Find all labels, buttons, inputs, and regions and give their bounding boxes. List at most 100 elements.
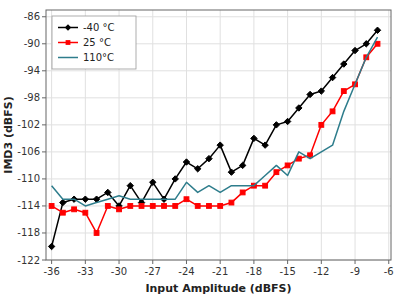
marker: [375, 41, 380, 46]
marker: [195, 204, 200, 209]
legend-label: 110°C: [83, 52, 114, 63]
grid: [46, 10, 391, 260]
y-tick-label: -122: [17, 255, 40, 266]
marker: [150, 204, 155, 209]
marker: [228, 169, 234, 175]
x-tick: [186, 260, 187, 264]
x-tick: [119, 260, 120, 264]
x-tick: [287, 260, 288, 264]
marker: [363, 41, 369, 47]
x-tick: [388, 260, 389, 264]
x-tick: [355, 260, 356, 264]
marker: [285, 163, 290, 168]
y-grid-line: [46, 178, 391, 179]
y-tick: [42, 232, 46, 233]
x-tick-label: -30: [111, 266, 127, 277]
marker: [94, 231, 99, 236]
marker: [263, 183, 268, 188]
y-tick: [42, 151, 46, 152]
x-tick: [51, 260, 52, 264]
marker: [48, 243, 54, 249]
marker: [150, 179, 156, 185]
marker: [341, 61, 347, 67]
marker: [274, 170, 279, 175]
x-grid-line: [152, 10, 153, 260]
marker: [60, 210, 65, 215]
y-tick: [42, 70, 46, 71]
marker: [128, 204, 133, 209]
marker: [330, 109, 335, 114]
x-grid-line: [388, 10, 389, 260]
marker: [83, 210, 88, 215]
legend-label: 25 °C: [83, 37, 111, 48]
x-axis-label: Input Amplitude (dBFS): [145, 282, 291, 295]
marker: [82, 196, 88, 202]
series-line: [52, 37, 378, 206]
x-grid-line: [287, 10, 288, 260]
marker: [329, 74, 335, 80]
y-tick: [42, 205, 46, 206]
marker: [319, 122, 324, 127]
series-line: [52, 44, 378, 233]
y-grid-line: [46, 151, 391, 152]
marker: [49, 204, 54, 209]
marker: [262, 142, 268, 148]
marker: [195, 166, 201, 172]
marker: [251, 135, 257, 141]
x-tick-label: -36: [43, 266, 59, 277]
marker: [374, 27, 380, 33]
marker: [352, 47, 358, 53]
marker: [207, 204, 212, 209]
ticks: -36-33-30-27-24-21-18-15-12-9-6-86-90-94…: [17, 11, 393, 277]
marker: [117, 207, 122, 212]
x-tick-label: -15: [279, 266, 295, 277]
marker: [229, 200, 234, 205]
y-tick: [42, 97, 46, 98]
marker: [162, 204, 167, 209]
x-tick: [85, 260, 86, 264]
x-grid-line: [321, 10, 322, 260]
x-tick: [253, 260, 254, 264]
x-tick-label: -33: [77, 266, 93, 277]
marker: [296, 105, 302, 111]
marker: [284, 118, 290, 124]
marker: [72, 207, 77, 212]
y-tick: [42, 43, 46, 44]
marker: [60, 199, 66, 205]
marker: [206, 155, 212, 161]
y-tick-label: -106: [17, 146, 40, 157]
plot-frame: [46, 10, 391, 260]
y-tick-label: -110: [17, 173, 40, 184]
marker: [218, 204, 223, 209]
chart: -36-33-30-27-24-21-18-15-12-9-6-86-90-94…: [0, 0, 401, 298]
marker: [318, 88, 324, 94]
legend-box: [52, 16, 136, 69]
y-tick-label: -90: [24, 38, 40, 49]
x-tick-label: -21: [212, 266, 228, 277]
marker: [105, 204, 110, 209]
marker: [217, 142, 223, 148]
x-tick-label: -27: [145, 266, 161, 277]
legend-label: -40 °C: [83, 22, 115, 33]
marker: [183, 159, 189, 165]
y-tick-label: -98: [24, 92, 40, 103]
x-tick: [321, 260, 322, 264]
marker: [239, 162, 245, 168]
x-tick-label: -6: [384, 266, 394, 277]
marker: [139, 204, 144, 209]
legend: -40 °C 25 °C 110°C: [52, 16, 136, 69]
marker: [307, 91, 313, 97]
marker: [341, 89, 346, 94]
series-group: [48, 27, 380, 250]
marker: [173, 204, 178, 209]
marker: [127, 182, 133, 188]
y-tick-label: -94: [24, 65, 40, 76]
x-tick: [220, 260, 221, 264]
marker: [105, 189, 111, 195]
x-tick: [152, 260, 153, 264]
y-tick: [42, 178, 46, 179]
marker: [273, 122, 279, 128]
marker: [184, 197, 189, 202]
y-tick: [42, 16, 46, 17]
x-tick-label: -24: [178, 266, 194, 277]
